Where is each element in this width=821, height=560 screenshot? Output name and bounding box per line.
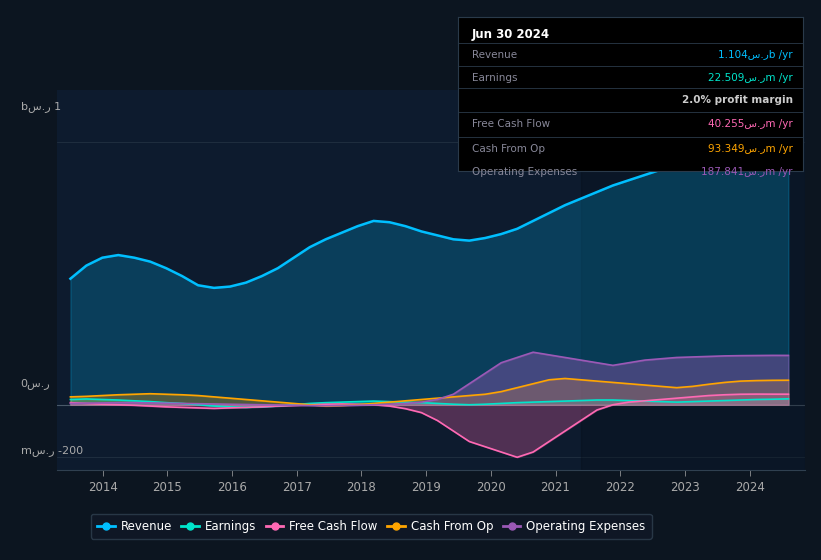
Text: 187.841س.رm /yr: 187.841س.رm /yr	[701, 167, 792, 177]
Text: mس.ر -200: mس.ر -200	[21, 445, 83, 456]
Text: Earnings: Earnings	[472, 73, 517, 83]
Text: Cash From Op: Cash From Op	[472, 144, 545, 154]
Text: Jun 30 2024: Jun 30 2024	[472, 27, 550, 40]
Text: 22.509س.رm /yr: 22.509س.رm /yr	[708, 73, 792, 83]
Text: Free Cash Flow: Free Cash Flow	[472, 119, 550, 129]
Bar	[581, 90, 805, 470]
Text: Revenue: Revenue	[472, 50, 517, 60]
Text: 1.104س.رb /yr: 1.104س.رb /yr	[718, 50, 792, 60]
Text: 40.255س.رm /yr: 40.255س.رm /yr	[708, 119, 792, 129]
Legend: Revenue, Earnings, Free Cash Flow, Cash From Op, Operating Expenses: Revenue, Earnings, Free Cash Flow, Cash …	[91, 514, 652, 539]
Text: Operating Expenses: Operating Expenses	[472, 167, 577, 177]
Text: 2.0% profit margin: 2.0% profit margin	[681, 95, 792, 105]
Text: 0س.ر: 0س.ر	[21, 378, 50, 389]
Text: 93.349س.رm /yr: 93.349س.رm /yr	[708, 144, 792, 154]
Text: bس.ر 1: bس.ر 1	[21, 101, 61, 112]
